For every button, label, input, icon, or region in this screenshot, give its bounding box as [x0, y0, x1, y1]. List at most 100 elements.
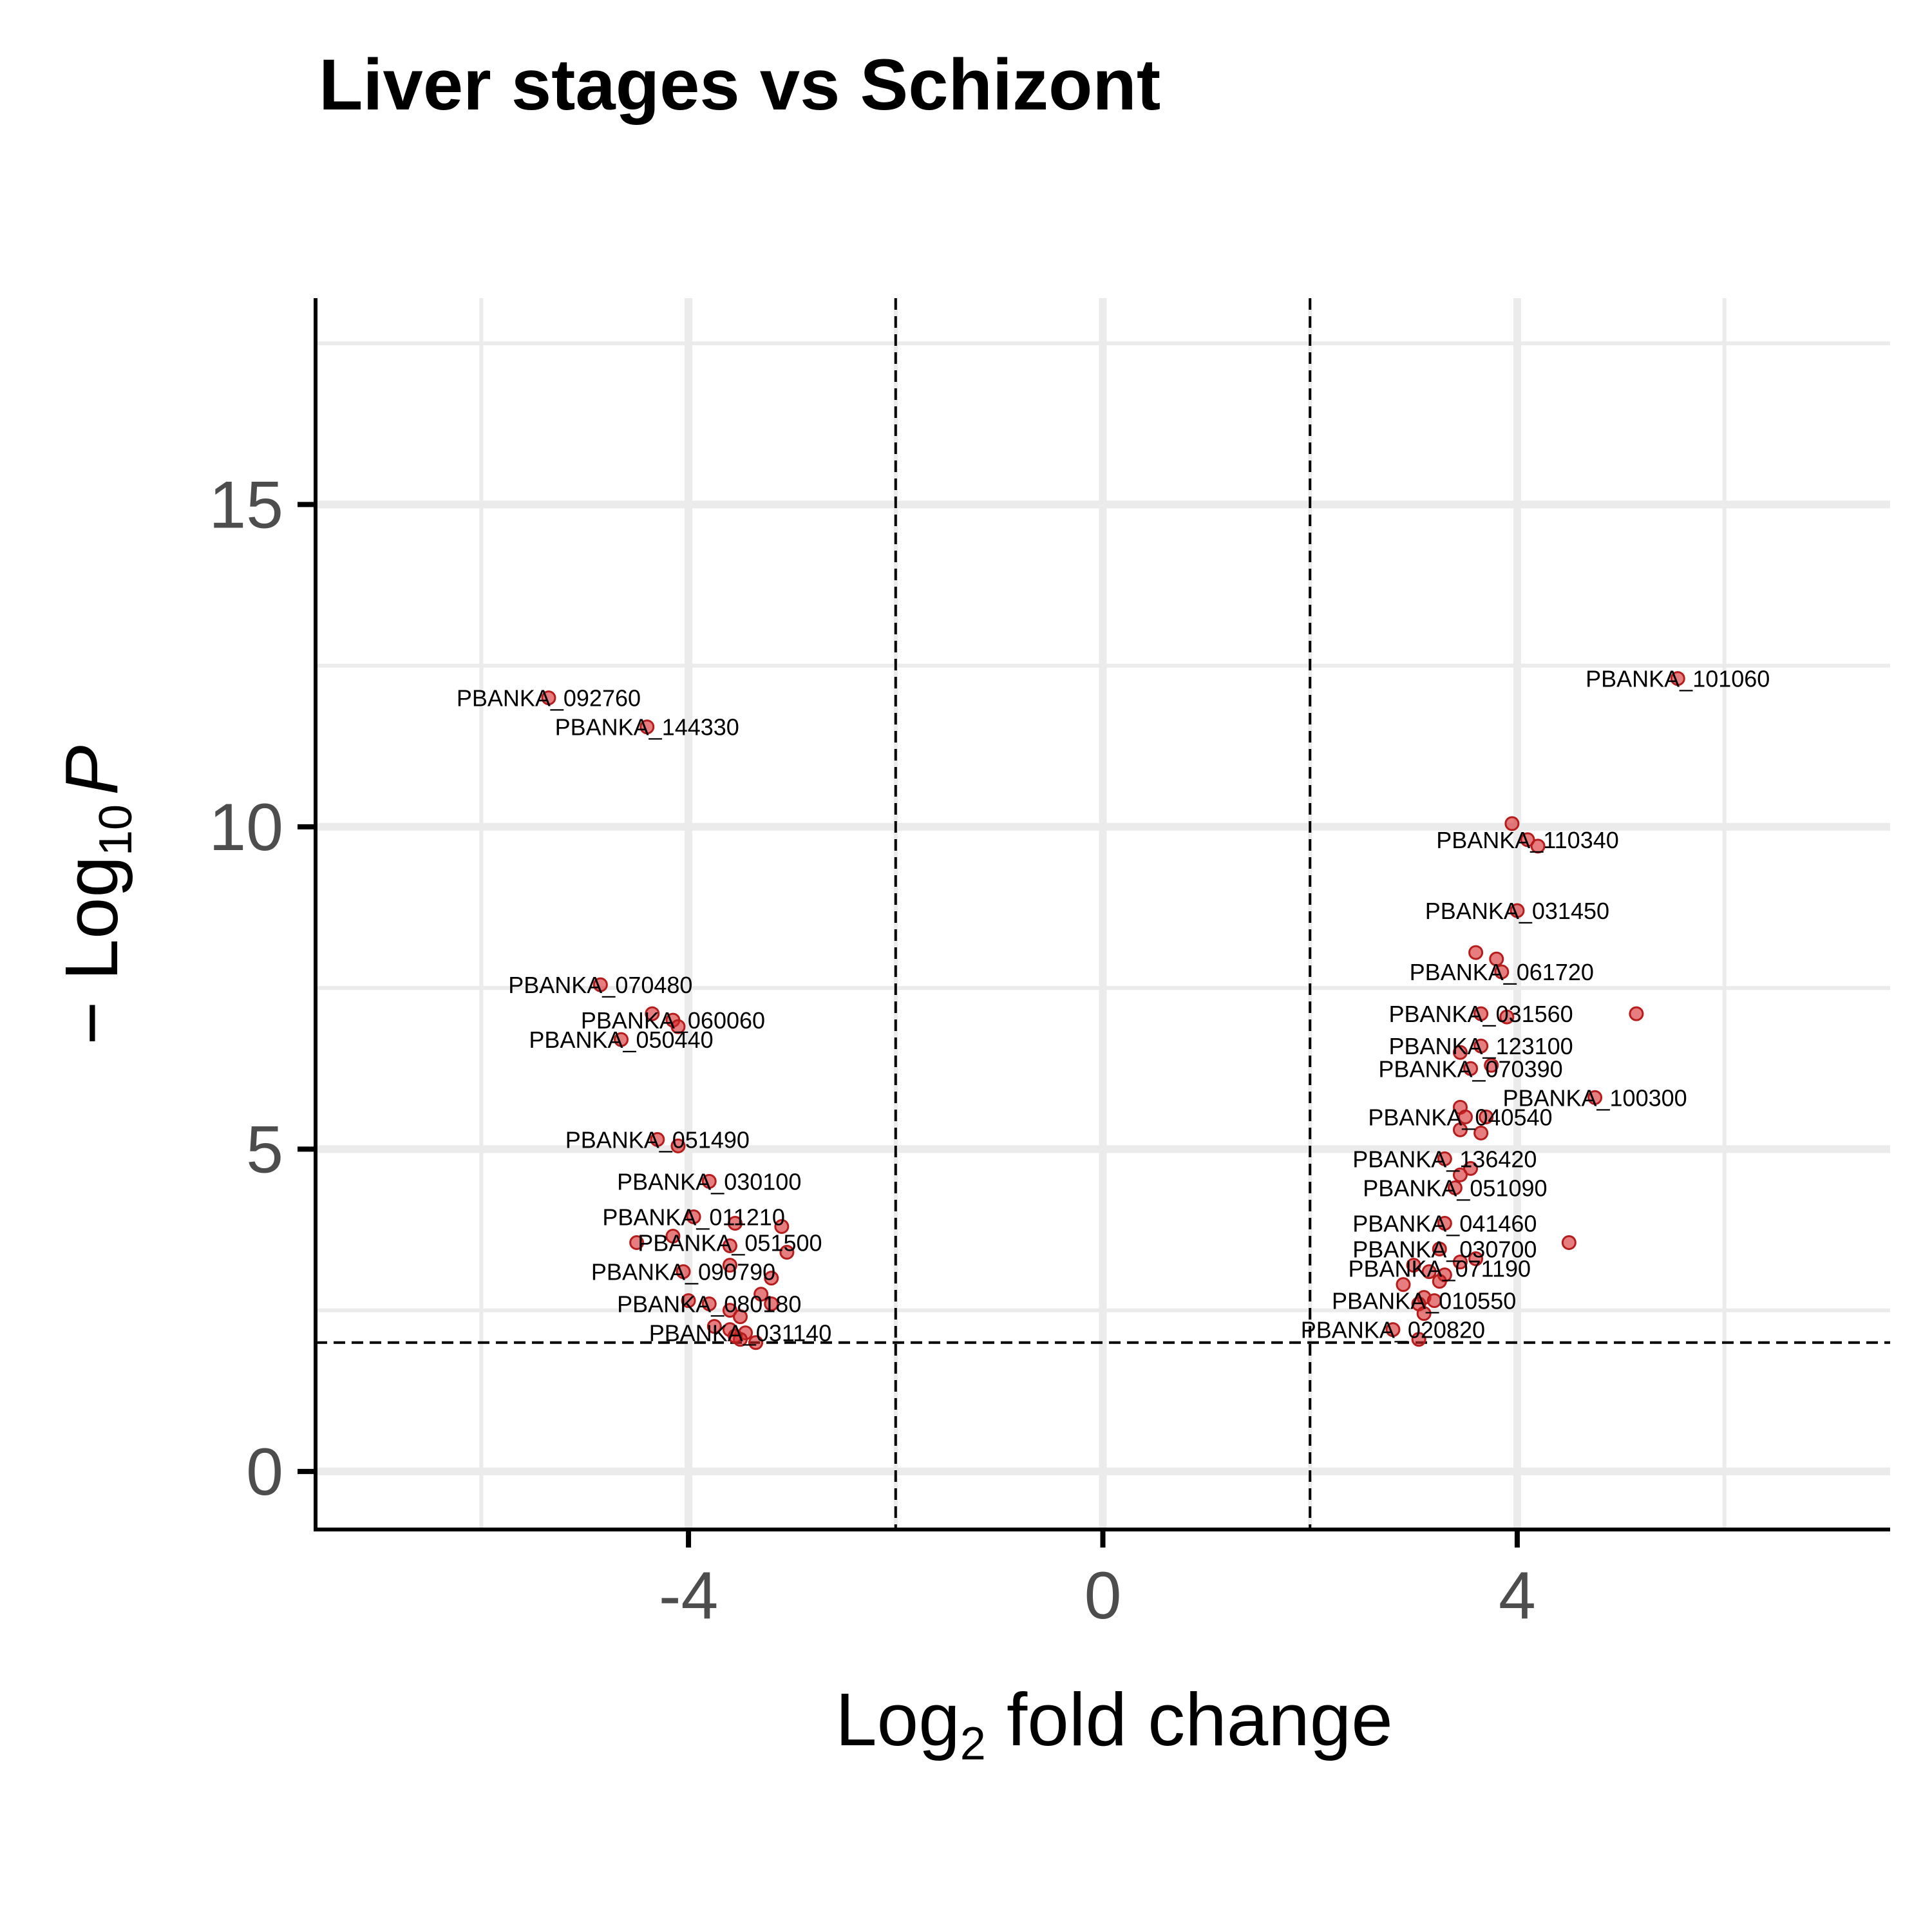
y-tick-label: 15 — [209, 468, 283, 542]
data-point — [676, 1264, 691, 1280]
data-point — [1670, 671, 1685, 687]
y-axis-title: − Log10P — [50, 746, 142, 1045]
data-point — [1499, 1009, 1515, 1025]
data-point — [1561, 1235, 1577, 1251]
x-axis-title: Log2 fold change — [835, 1678, 1393, 1770]
data-point — [779, 1245, 795, 1260]
gene-label: PBANKA_123100 — [1389, 1033, 1573, 1059]
gene-label: PBANKA_031140 — [649, 1320, 832, 1347]
gene-label: PBANKA_031560 — [1389, 1001, 1573, 1027]
data-point — [764, 1296, 779, 1312]
gene-label: PBANKA_050440 — [529, 1027, 713, 1053]
data-point — [541, 690, 556, 706]
data-point — [727, 1216, 743, 1231]
y-tick-label: 5 — [246, 1112, 283, 1187]
data-point — [670, 1138, 686, 1153]
data-point — [1452, 1255, 1468, 1270]
gene-label: PBANKA_051090 — [1363, 1175, 1547, 1201]
data-point — [1473, 1125, 1489, 1141]
data-point — [614, 1032, 629, 1047]
data-point — [639, 719, 655, 735]
data-point — [1463, 1061, 1479, 1076]
data-point — [1416, 1306, 1432, 1321]
data-point — [1587, 1090, 1603, 1105]
data-point — [701, 1173, 717, 1189]
gene-label: PBANKA_136420 — [1352, 1146, 1537, 1172]
data-point — [1520, 832, 1535, 848]
cutoff-lines — [316, 298, 1890, 1530]
data-point — [1411, 1332, 1426, 1347]
gene-label: PBANKA_090790 — [591, 1259, 775, 1285]
data-point — [686, 1209, 701, 1224]
data-point — [701, 1296, 717, 1312]
y-tick-label: 0 — [246, 1435, 283, 1510]
gene-label: PBANKA_060060 — [581, 1007, 765, 1034]
data-point — [1504, 816, 1520, 831]
data-point — [1473, 1038, 1489, 1054]
data-point — [1452, 1167, 1468, 1182]
gene-label: PBANKA_110340 — [1436, 827, 1619, 853]
data-point — [681, 1293, 696, 1309]
data-point — [670, 1019, 686, 1034]
data-point — [722, 1303, 737, 1318]
gene-label: PBANKA_051490 — [565, 1126, 750, 1153]
axes: -4 0 4 0 5 10 15 — [209, 298, 1890, 1633]
data-point — [733, 1309, 748, 1325]
data-point — [722, 1258, 737, 1273]
data-point — [1452, 1122, 1468, 1137]
data-point — [1494, 964, 1510, 980]
data-point — [1473, 1006, 1489, 1021]
x-tick-label: 0 — [1084, 1558, 1122, 1633]
gene-label: PBANKA_020820 — [1301, 1317, 1485, 1343]
gene-label: PBANKA_144330 — [555, 714, 739, 741]
data-point — [1468, 945, 1484, 960]
data-point — [1432, 1274, 1447, 1289]
data-point — [1437, 1151, 1452, 1166]
gene-label: PBANKA_030700 — [1352, 1236, 1537, 1263]
data-point — [774, 1219, 790, 1235]
gene-label: PBANKA_070390 — [1378, 1056, 1562, 1082]
data-point — [1629, 1006, 1644, 1021]
data-point — [1421, 1264, 1437, 1280]
chart-title: Liver stages vs Schizont — [319, 44, 1160, 125]
gene-label: PBANKA_080180 — [617, 1291, 801, 1318]
data-point — [650, 1132, 665, 1147]
data-point — [1437, 1216, 1452, 1231]
data-point — [1468, 1251, 1484, 1267]
data-point — [1484, 1057, 1499, 1073]
gene-label: PBANKA_071190 — [1349, 1256, 1531, 1282]
gene-label: PBANKA_041460 — [1352, 1211, 1537, 1237]
gene-label: PBANKA_011210 — [602, 1204, 785, 1230]
gene-label: PBANKA_092760 — [457, 685, 641, 712]
data-point — [1432, 1242, 1447, 1257]
data-point — [1463, 1160, 1479, 1176]
gene-label: PBANKA_070480 — [508, 972, 692, 998]
data-point — [1530, 838, 1546, 854]
data-point — [1457, 1109, 1473, 1124]
gene-label: PBANKA_030100 — [617, 1168, 801, 1195]
data-point — [748, 1335, 764, 1350]
data-point — [1385, 1322, 1401, 1338]
data-point — [592, 977, 608, 992]
data-point — [1479, 1109, 1494, 1124]
data-point — [1396, 1277, 1411, 1293]
data-point — [1447, 1180, 1463, 1195]
gene-label: PBANKA_051500 — [638, 1230, 822, 1256]
x-tick-label: 4 — [1499, 1558, 1536, 1633]
data-point — [764, 1271, 779, 1286]
data-point — [665, 1229, 681, 1244]
data-point — [1510, 903, 1525, 918]
x-tick-label: -4 — [659, 1558, 718, 1633]
data-points — [541, 671, 1685, 1350]
gene-label: PBANKA_040540 — [1368, 1104, 1552, 1130]
gene-label: PBANKA_100300 — [1502, 1084, 1687, 1111]
data-point — [1426, 1293, 1442, 1309]
grid — [316, 298, 1890, 1530]
data-point — [645, 1006, 660, 1021]
data-point — [706, 1319, 722, 1334]
data-point — [1452, 1045, 1468, 1060]
data-point — [1406, 1258, 1421, 1273]
gene-label: PBANKA_101060 — [1586, 666, 1770, 692]
data-point — [1489, 951, 1504, 967]
